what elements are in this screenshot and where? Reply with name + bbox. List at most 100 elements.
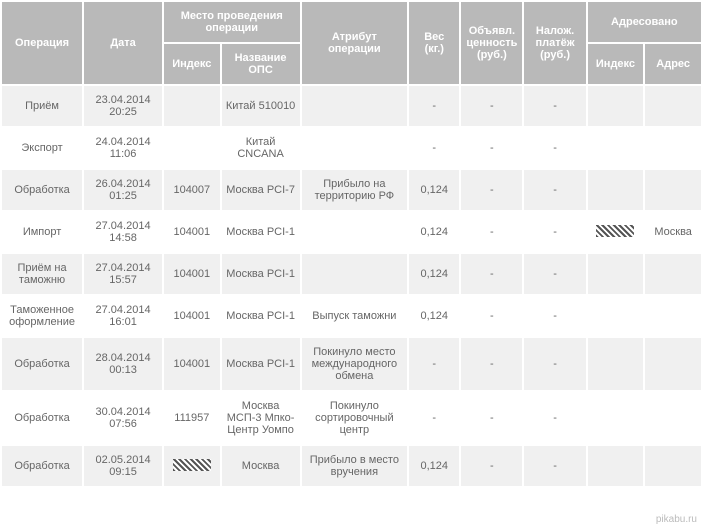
cell-addr-address bbox=[645, 338, 701, 390]
cell-date: 27.04.2014 14:58 bbox=[84, 212, 162, 252]
cell-index bbox=[164, 86, 220, 126]
cell-index: 104001 bbox=[164, 212, 220, 252]
cell-ops-name: Москва МСП-3 Мпко-Центр Уомпо bbox=[222, 392, 300, 444]
cell-index: 104001 bbox=[164, 338, 220, 390]
cell-declared-value: - bbox=[461, 392, 522, 444]
cell-cod: - bbox=[524, 254, 585, 294]
cell-addr-index bbox=[588, 170, 644, 210]
th-place-group: Место проведения операции bbox=[164, 2, 300, 42]
cell-addr-index bbox=[588, 296, 644, 336]
th-addressed-group: Адресовано bbox=[588, 2, 701, 42]
table-row: Импорт27.04.2014 14:58104001Москва PCI-1… bbox=[2, 212, 701, 252]
cell-weight: 0,124 bbox=[409, 296, 459, 336]
cell-addr-address bbox=[645, 254, 701, 294]
cell-addr-address bbox=[645, 392, 701, 444]
th-declared-value: Объявл. ценность (руб.) bbox=[461, 2, 522, 84]
cell-operation: Обработка bbox=[2, 170, 82, 210]
cell-date: 24.04.2014 11:06 bbox=[84, 128, 162, 168]
cell-addr-index bbox=[588, 128, 644, 168]
cell-date: 26.04.2014 01:25 bbox=[84, 170, 162, 210]
cell-weight: 0,124 bbox=[409, 254, 459, 294]
cell-index bbox=[164, 446, 220, 486]
cell-attribute: Прибыло на территорию РФ bbox=[302, 170, 408, 210]
cell-addr-index bbox=[588, 338, 644, 390]
cell-operation: Таможенное оформление bbox=[2, 296, 82, 336]
cell-attribute: Покинуло место международного обмена bbox=[302, 338, 408, 390]
cell-addr-address bbox=[645, 170, 701, 210]
redacted-hatched bbox=[596, 225, 634, 237]
cell-addr-index bbox=[588, 212, 644, 252]
redacted-hatched bbox=[173, 459, 211, 471]
cell-date: 02.05.2014 09:15 bbox=[84, 446, 162, 486]
cell-cod: - bbox=[524, 86, 585, 126]
cell-date: 28.04.2014 00:13 bbox=[84, 338, 162, 390]
cell-cod: - bbox=[524, 338, 585, 390]
cell-attribute bbox=[302, 128, 408, 168]
cell-date: 27.04.2014 16:01 bbox=[84, 296, 162, 336]
cell-declared-value: - bbox=[461, 86, 522, 126]
cell-ops-name: Китай CNCANA bbox=[222, 128, 300, 168]
th-addr-addr: Адрес bbox=[645, 44, 701, 84]
cell-addr-index bbox=[588, 446, 644, 486]
table-row: Обработка26.04.2014 01:25104007Москва PC… bbox=[2, 170, 701, 210]
cell-index: 104001 bbox=[164, 296, 220, 336]
cell-declared-value: - bbox=[461, 296, 522, 336]
cell-cod: - bbox=[524, 128, 585, 168]
cell-ops-name: Москва PCI-1 bbox=[222, 254, 300, 294]
cell-operation: Обработка bbox=[2, 392, 82, 444]
table-body: Приём23.04.2014 20:25Китай 510010---Эксп… bbox=[2, 86, 701, 486]
table-row: Обработка28.04.2014 00:13104001Москва PC… bbox=[2, 338, 701, 390]
tracking-table: Операция Дата Место проведения операции … bbox=[0, 0, 703, 488]
cell-addr-address bbox=[645, 446, 701, 486]
table-row: Обработка02.05.2014 09:15МоскваПрибыло в… bbox=[2, 446, 701, 486]
cell-declared-value: - bbox=[461, 128, 522, 168]
cell-operation: Приём bbox=[2, 86, 82, 126]
cell-operation: Обработка bbox=[2, 446, 82, 486]
cell-ops-name: Китай 510010 bbox=[222, 86, 300, 126]
cell-operation: Приём на таможню bbox=[2, 254, 82, 294]
cell-cod: - bbox=[524, 296, 585, 336]
cell-index bbox=[164, 128, 220, 168]
cell-attribute bbox=[302, 212, 408, 252]
cell-cod: - bbox=[524, 170, 585, 210]
cell-weight: - bbox=[409, 392, 459, 444]
cell-ops-name: Москва PCI-7 bbox=[222, 170, 300, 210]
cell-ops-name: Москва PCI-1 bbox=[222, 212, 300, 252]
table-row: Приём23.04.2014 20:25Китай 510010--- bbox=[2, 86, 701, 126]
cell-attribute: Выпуск таможни bbox=[302, 296, 408, 336]
cell-cod: - bbox=[524, 446, 585, 486]
table-row: Обработка30.04.2014 07:56111957Москва МС… bbox=[2, 392, 701, 444]
cell-index: 104007 bbox=[164, 170, 220, 210]
cell-attribute bbox=[302, 254, 408, 294]
cell-ops-name: Москва bbox=[222, 446, 300, 486]
cell-declared-value: - bbox=[461, 254, 522, 294]
cell-addr-address bbox=[645, 86, 701, 126]
table-row: Таможенное оформление27.04.2014 16:01104… bbox=[2, 296, 701, 336]
cell-ops-name: Москва PCI-1 bbox=[222, 338, 300, 390]
table-header: Операция Дата Место проведения операции … bbox=[2, 2, 701, 84]
cell-date: 27.04.2014 15:57 bbox=[84, 254, 162, 294]
cell-date: 23.04.2014 20:25 bbox=[84, 86, 162, 126]
cell-index: 104001 bbox=[164, 254, 220, 294]
cell-operation: Экспорт bbox=[2, 128, 82, 168]
watermark: pikabu.ru bbox=[656, 514, 697, 525]
cell-weight: 0,124 bbox=[409, 212, 459, 252]
th-weight: Вес (кг.) bbox=[409, 2, 459, 84]
cell-declared-value: - bbox=[461, 212, 522, 252]
th-attribute: Атрибут операции bbox=[302, 2, 408, 84]
cell-declared-value: - bbox=[461, 338, 522, 390]
cell-declared-value: - bbox=[461, 446, 522, 486]
th-place-name: Название ОПС bbox=[222, 44, 300, 84]
cell-attribute: Покинуло сортировочный центр bbox=[302, 392, 408, 444]
cell-weight: 0,124 bbox=[409, 446, 459, 486]
cell-addr-address bbox=[645, 128, 701, 168]
cell-addr-address bbox=[645, 296, 701, 336]
table-row: Экспорт24.04.2014 11:06Китай CNCANA--- bbox=[2, 128, 701, 168]
th-place-index: Индекс bbox=[164, 44, 220, 84]
cell-weight: 0,124 bbox=[409, 170, 459, 210]
cell-operation: Обработка bbox=[2, 338, 82, 390]
cell-cod: - bbox=[524, 212, 585, 252]
table-row: Приём на таможню27.04.2014 15:57104001Мо… bbox=[2, 254, 701, 294]
cell-cod: - bbox=[524, 392, 585, 444]
cell-ops-name: Москва PCI-1 bbox=[222, 296, 300, 336]
